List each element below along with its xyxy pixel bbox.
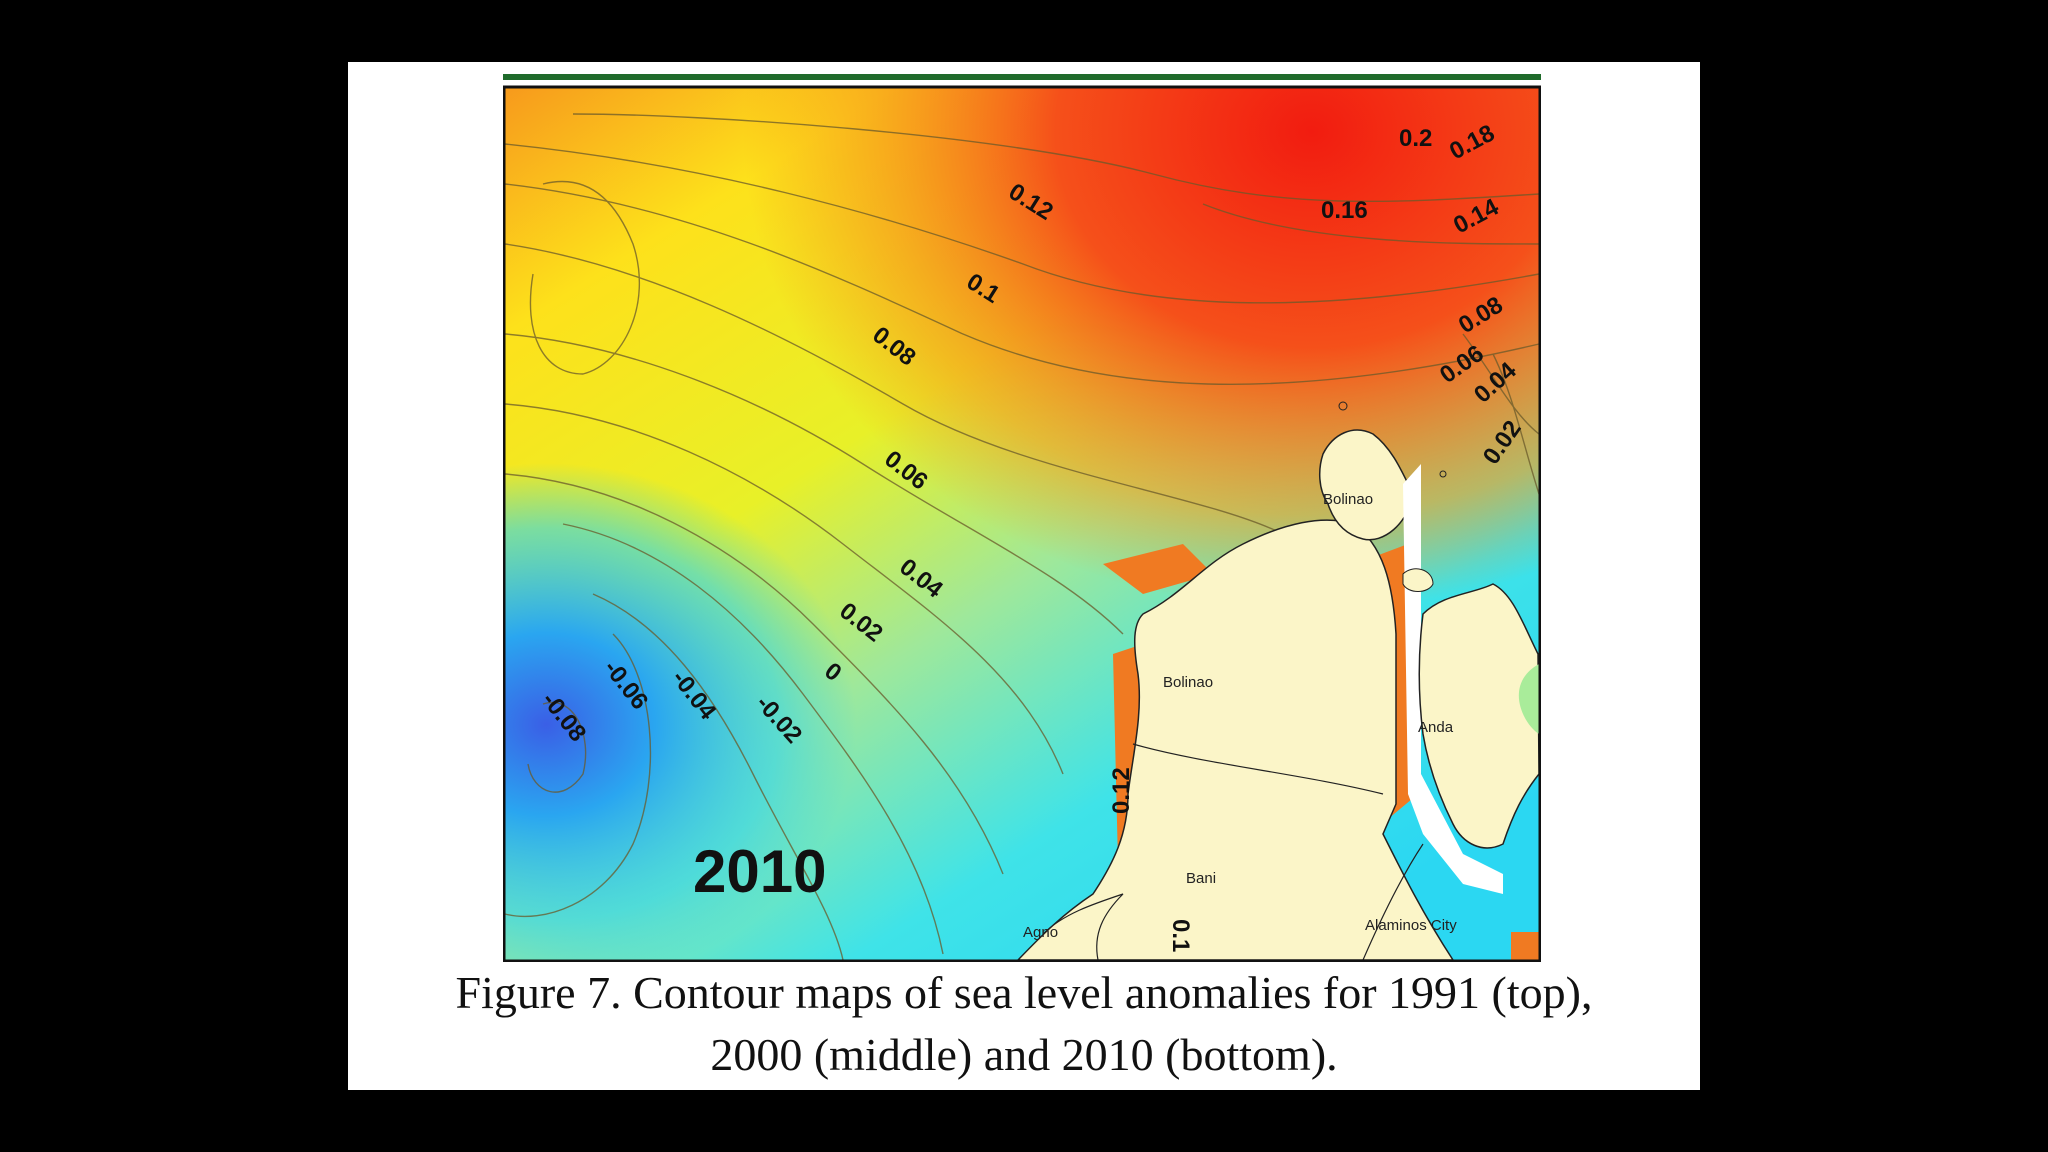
place-label-bani: Bani [1186, 870, 1216, 887]
slide: 0.2 0.18 0.16 0.14 0.12 0.1 0.08 0.08 0.… [348, 62, 1700, 1090]
place-label-alaminos: Alaminos City [1365, 917, 1457, 934]
caption-line-1: Figure 7. Contour maps of sea level anom… [455, 967, 1593, 1018]
bolinao-land [1016, 519, 1455, 961]
map-svg: 0.2 0.18 0.16 0.14 0.12 0.1 0.08 0.08 0.… [503, 74, 1541, 962]
municipal-boundary-alaminos [1362, 843, 1424, 961]
place-label-bolinao-north: Bolinao [1323, 491, 1373, 508]
bolinao-island [1318, 429, 1414, 541]
frame-top-line [503, 74, 1541, 80]
place-label-agno: Agno [1023, 924, 1058, 941]
anda-island [1418, 583, 1540, 849]
contour-label: 0.16 [1321, 197, 1368, 224]
contour-label: 0.1 [1167, 919, 1194, 952]
place-label-bolinao: Bolinao [1163, 674, 1213, 691]
contour-lines [504, 113, 1540, 961]
caption-line-2: 2000 (middle) and 2010 (bottom). [710, 1029, 1338, 1080]
municipal-boundary-agno [1042, 893, 1124, 961]
east-shelf [1518, 664, 1539, 734]
figure-caption: Figure 7. Contour maps of sea level anom… [348, 962, 1700, 1086]
sea-level-anomaly-map: 0.2 0.18 0.16 0.14 0.12 0.1 0.08 0.08 0.… [503, 74, 1541, 962]
channel-water [1403, 464, 1503, 894]
islet-dot [1439, 470, 1447, 478]
year-label: 2010 [693, 838, 826, 905]
place-label-anda: Anda [1418, 719, 1454, 736]
map-border [503, 85, 1541, 962]
islet-dot [1338, 401, 1348, 411]
contour-label: 0.2 [1399, 125, 1432, 152]
municipal-boundary-bani [1132, 743, 1384, 795]
corner-anomaly [1511, 932, 1539, 960]
coastal-anomaly-north [1103, 544, 1213, 594]
contour-label: 0.12 [1108, 767, 1135, 814]
islet [1402, 568, 1434, 592]
